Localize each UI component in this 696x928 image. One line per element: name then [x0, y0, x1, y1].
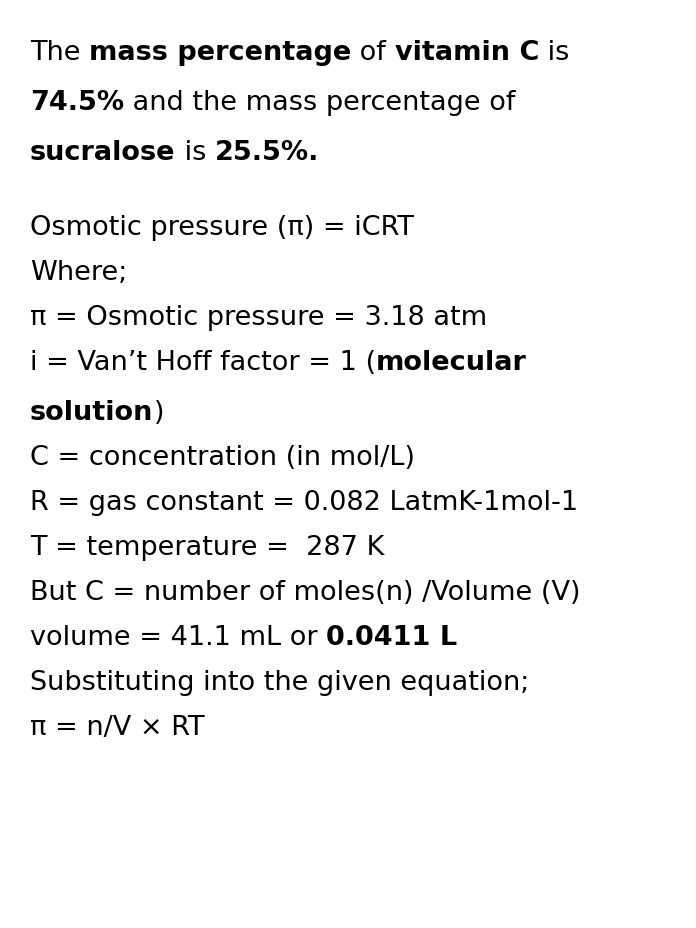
Text: molecular: molecular	[376, 350, 527, 376]
Text: Where;: Where;	[30, 260, 127, 286]
Text: and the mass percentage of: and the mass percentage of	[124, 90, 516, 116]
Text: of: of	[351, 40, 395, 66]
Text: 0.0411 L: 0.0411 L	[326, 625, 457, 651]
Text: vitamin C: vitamin C	[395, 40, 539, 66]
Text: Osmotic pressure (π) = iCRT: Osmotic pressure (π) = iCRT	[30, 214, 414, 240]
Text: ): )	[153, 400, 164, 426]
Text: Substituting into the given equation;: Substituting into the given equation;	[30, 669, 529, 695]
Text: i = Van’t Hoff factor = 1 (: i = Van’t Hoff factor = 1 (	[30, 350, 376, 376]
Text: C = concentration (in mol/L): C = concentration (in mol/L)	[30, 445, 415, 470]
Text: is: is	[175, 140, 214, 166]
Text: volume = 41.1 mL or: volume = 41.1 mL or	[30, 625, 326, 651]
Text: 74.5%: 74.5%	[30, 90, 124, 116]
Text: π = n/V × RT: π = n/V × RT	[30, 715, 205, 741]
Text: 25.5%.: 25.5%.	[214, 140, 319, 166]
Text: The: The	[30, 40, 89, 66]
Text: mass percentage: mass percentage	[89, 40, 351, 66]
Text: solution: solution	[30, 400, 153, 426]
Text: R = gas constant = 0.082 LatmK-1mol-1: R = gas constant = 0.082 LatmK-1mol-1	[30, 489, 578, 515]
Text: sucralose: sucralose	[30, 140, 175, 166]
Text: But C = number of moles(n) /Volume (V): But C = number of moles(n) /Volume (V)	[30, 579, 580, 605]
Text: is: is	[539, 40, 569, 66]
Text: π = Osmotic pressure = 3.18 atm: π = Osmotic pressure = 3.18 atm	[30, 304, 487, 330]
Text: T = temperature =  287 K: T = temperature = 287 K	[30, 535, 384, 561]
